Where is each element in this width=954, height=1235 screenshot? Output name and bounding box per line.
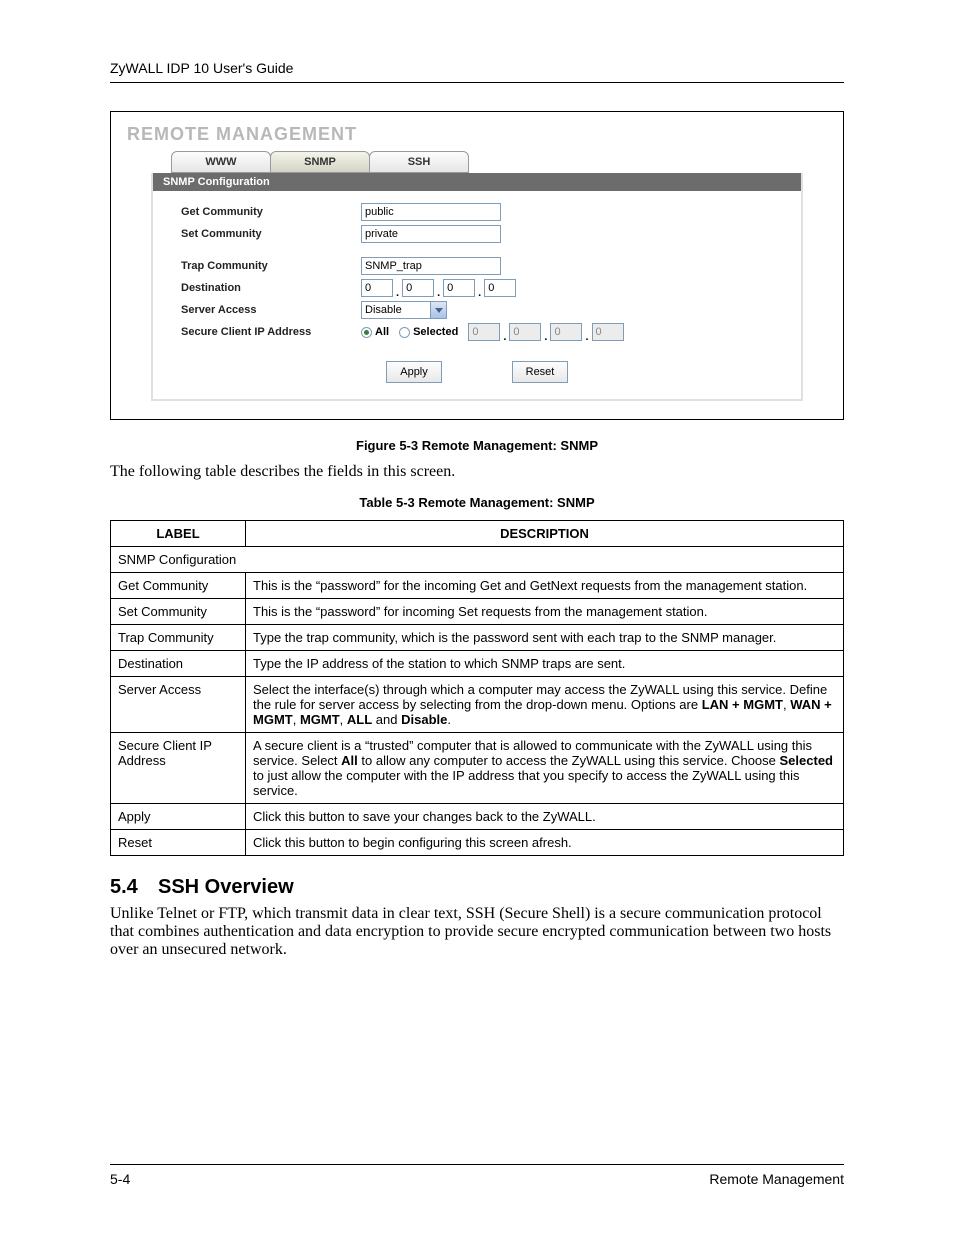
- radio-selected-label: Selected: [413, 326, 458, 338]
- section-body: Unlike Telnet or FTP, which transmit dat…: [110, 905, 844, 959]
- table-row: Destination Type the IP address of the s…: [111, 651, 844, 677]
- server-access-select[interactable]: Disable: [361, 301, 447, 319]
- apply-button[interactable]: Apply: [386, 361, 442, 383]
- screenshot-remote-management: REMOTE MANAGEMENT WWW SNMP SSH SNMP Conf…: [110, 111, 844, 420]
- dot-icon: .: [393, 287, 402, 299]
- destination-octet-1[interactable]: [361, 279, 393, 297]
- destination-octet-2[interactable]: [402, 279, 434, 297]
- doc-header: ZyWALL IDP 10 User's Guide: [110, 60, 844, 83]
- secure-ip-octet-4: [592, 323, 624, 341]
- table-header-row: LABEL DESCRIPTION: [111, 521, 844, 547]
- server-access-value: Disable: [365, 304, 402, 316]
- section-title: SSH Overview: [158, 876, 294, 898]
- section-heading-5-4: 5.4SSH Overview: [110, 876, 844, 899]
- label-server-access: Server Access: [181, 304, 361, 316]
- cell-label: Secure Client IP Address: [111, 733, 246, 804]
- trap-community-input[interactable]: [361, 257, 501, 275]
- dot-icon: .: [434, 287, 443, 299]
- table-row: Apply Click this button to save your cha…: [111, 804, 844, 830]
- cell-desc: Type the trap community, which is the pa…: [246, 625, 844, 651]
- section-number: 5.4: [110, 876, 158, 899]
- config-panel: SNMP Configuration Get Community Set Com…: [151, 173, 803, 401]
- cell-label: Reset: [111, 830, 246, 856]
- footer-section: Remote Management: [709, 1171, 844, 1187]
- cell-desc: Type the IP address of the station to wh…: [246, 651, 844, 677]
- label-destination: Destination: [181, 282, 361, 294]
- cell-desc: This is the “password” for incoming Set …: [246, 599, 844, 625]
- dot-icon: .: [500, 331, 509, 343]
- table-row: Set Community This is the “password” for…: [111, 599, 844, 625]
- cell-label: Server Access: [111, 677, 246, 733]
- table-row: Reset Click this button to begin configu…: [111, 830, 844, 856]
- cell-desc: Select the interface(s) through which a …: [246, 677, 844, 733]
- cell-desc: A secure client is a “trusted” computer …: [246, 733, 844, 804]
- section-row-cell: SNMP Configuration: [111, 547, 844, 573]
- table-row-server-access: Server Access Select the interface(s) th…: [111, 677, 844, 733]
- secure-ip-octet-2: [509, 323, 541, 341]
- page-number: 5-4: [110, 1171, 130, 1187]
- secure-ip-octet-3: [550, 323, 582, 341]
- table-row-secure-client: Secure Client IP Address A secure client…: [111, 733, 844, 804]
- chevron-down-icon[interactable]: [430, 302, 446, 318]
- table-caption: Table 5-3 Remote Management: SNMP: [110, 495, 844, 510]
- radio-all-label: All: [375, 326, 389, 338]
- cell-desc: This is the “password” for the incoming …: [246, 573, 844, 599]
- screenshot-title: REMOTE MANAGEMENT: [127, 124, 831, 145]
- section-header: SNMP Configuration: [153, 173, 801, 191]
- intro-text: The following table describes the fields…: [110, 463, 844, 481]
- cell-label: Trap Community: [111, 625, 246, 651]
- cell-desc: Click this button to save your changes b…: [246, 804, 844, 830]
- th-label: LABEL: [111, 521, 246, 547]
- tab-snmp[interactable]: SNMP: [270, 151, 370, 173]
- label-set-community: Set Community: [181, 228, 361, 240]
- label-secure-client-ip: Secure Client IP Address: [181, 326, 361, 338]
- tab-row: WWW SNMP SSH: [171, 151, 831, 173]
- set-community-input[interactable]: [361, 225, 501, 243]
- table-section-row: SNMP Configuration: [111, 547, 844, 573]
- destination-octet-3[interactable]: [443, 279, 475, 297]
- page-footer: 5-4 Remote Management: [110, 1164, 844, 1187]
- figure-caption: Figure 5-3 Remote Management: SNMP: [110, 438, 844, 453]
- get-community-input[interactable]: [361, 203, 501, 221]
- radio-all[interactable]: [361, 327, 372, 338]
- destination-octet-4[interactable]: [484, 279, 516, 297]
- tab-ssh[interactable]: SSH: [369, 151, 469, 173]
- cell-label: Apply: [111, 804, 246, 830]
- dot-icon: .: [475, 287, 484, 299]
- cell-label: Get Community: [111, 573, 246, 599]
- cell-desc: Click this button to begin configuring t…: [246, 830, 844, 856]
- description-table: LABEL DESCRIPTION SNMP Configuration Get…: [110, 520, 844, 856]
- cell-label: Destination: [111, 651, 246, 677]
- radio-selected[interactable]: [399, 327, 410, 338]
- table-row: Trap Community Type the trap community, …: [111, 625, 844, 651]
- reset-button[interactable]: Reset: [512, 361, 568, 383]
- th-description: DESCRIPTION: [246, 521, 844, 547]
- secure-ip-octet-1: [468, 323, 500, 341]
- dot-icon: .: [541, 331, 550, 343]
- dot-icon: .: [582, 331, 591, 343]
- label-get-community: Get Community: [181, 206, 361, 218]
- table-row: Get Community This is the “password” for…: [111, 573, 844, 599]
- cell-label: Set Community: [111, 599, 246, 625]
- label-trap-community: Trap Community: [181, 260, 361, 272]
- tab-www[interactable]: WWW: [171, 151, 271, 173]
